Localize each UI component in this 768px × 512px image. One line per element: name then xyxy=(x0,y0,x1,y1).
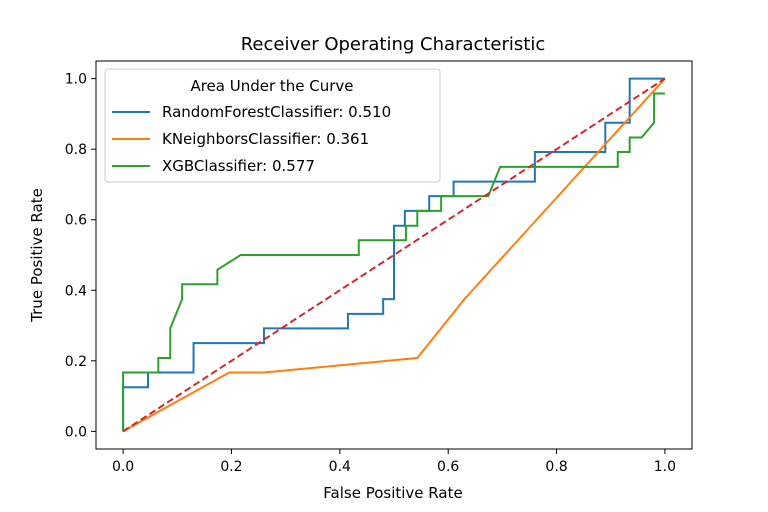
y-axis: 0.0 0.2 0.4 0.6 0.8 1.0 xyxy=(65,72,96,440)
legend-box xyxy=(104,68,441,183)
y-tick-label: 0.6 xyxy=(65,213,87,229)
legend-entry-label: KNeighborsClassifier: 0.361 xyxy=(162,130,369,148)
series-line-2 xyxy=(122,77,666,433)
chance-diagonal-line xyxy=(122,77,666,433)
y-tick-label: 0.0 xyxy=(65,424,87,440)
x-tick-label: 0.8 xyxy=(545,459,567,475)
x-tick-label: 1.0 xyxy=(654,459,676,475)
y-axis-label: True Positive Rate xyxy=(28,188,46,323)
chart-title: Receiver Operating Characteristic xyxy=(241,34,546,55)
legend-entry-label: RandomForestClassifier: 0.510 xyxy=(162,103,391,121)
legend: Area Under the Curve RandomForestClassif… xyxy=(104,68,441,183)
series-layer xyxy=(122,77,666,433)
y-tick-label: 1.0 xyxy=(65,72,87,88)
x-tick-label: 0.4 xyxy=(329,459,351,475)
y-tick-label: 0.2 xyxy=(65,354,87,370)
x-tick-label: 0.0 xyxy=(112,459,134,475)
x-tick-label: 0.6 xyxy=(437,459,459,475)
y-tick-label: 0.8 xyxy=(65,142,87,158)
series-line-1 xyxy=(122,77,665,432)
x-axis-label: False Positive Rate xyxy=(323,484,462,502)
x-tick-label: 0.2 xyxy=(220,459,242,475)
legend-title: Area Under the Curve xyxy=(190,77,353,95)
series-line-3 xyxy=(122,92,665,432)
plot-frame xyxy=(95,60,693,450)
x-axis: 0.0 0.2 0.4 0.6 0.8 1.0 xyxy=(112,449,676,475)
legend-entry-label: XGBClassifier: 0.577 xyxy=(162,157,315,175)
y-tick-label: 0.4 xyxy=(65,283,87,299)
